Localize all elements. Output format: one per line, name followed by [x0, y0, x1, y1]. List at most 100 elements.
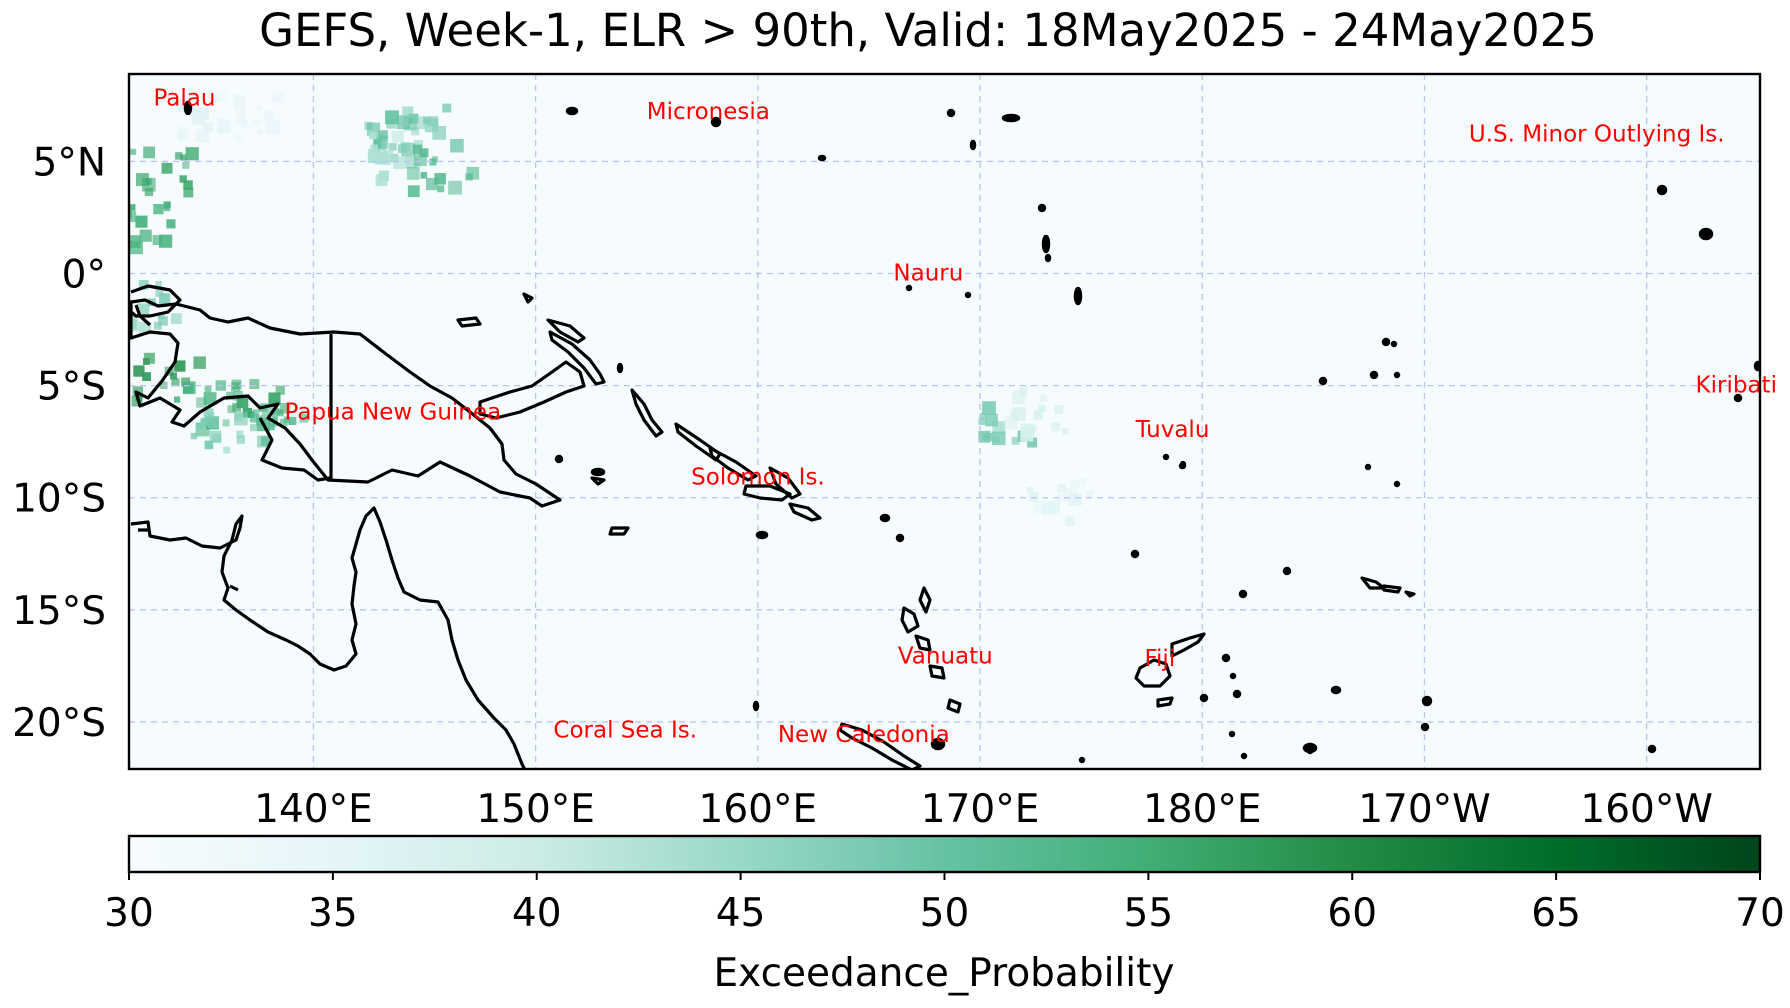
- country-label: Solomon Is.: [691, 464, 825, 490]
- tokelau-island-2: [1393, 480, 1401, 488]
- woodlark-island: [590, 467, 606, 477]
- kiribati-island-east: [1733, 393, 1743, 403]
- colorbar: 30 35 40 45 50 55 60 65 70 Exceedance_Probabilit…: [104, 834, 1785, 996]
- colorbar-tick-label: 45: [716, 891, 766, 936]
- rotuma-island: [1130, 549, 1140, 559]
- country-label: Nauru: [893, 260, 963, 286]
- longitude-tick-label: 150°E: [476, 787, 595, 832]
- probability-patch: [1004, 387, 1069, 442]
- new-guinea-coastline: [129, 298, 562, 508]
- torres-islands: [138, 528, 239, 592]
- colorbar-tick-label: 65: [1531, 891, 1581, 936]
- country-label: Vanuatu: [898, 644, 993, 670]
- fiji-viti-levu: [1134, 658, 1172, 688]
- country-label: Fiji: [1144, 646, 1175, 672]
- vanuatu-espiritu-santo: [900, 606, 920, 634]
- small-islands: [183, 100, 1760, 764]
- lau-island-3: [1232, 689, 1242, 699]
- probability-patch: [406, 144, 480, 198]
- pohnpei-island: [710, 116, 722, 128]
- country-labels: Palau Micronesia U.S. Minor Outlying Is. Na…: [153, 85, 1777, 748]
- kiribati-phoenix-2: [1318, 376, 1328, 386]
- latitude-tick-label: 5°N: [33, 140, 107, 185]
- new-britain-island: [478, 360, 586, 420]
- nw-islands-cluster: [522, 292, 586, 344]
- probability-patch: [129, 201, 176, 255]
- colorbar-tick-label: 70: [1735, 891, 1785, 936]
- solomon-makira: [788, 502, 822, 522]
- santa-cruz-island: [879, 513, 891, 523]
- halmahera-island: [134, 304, 152, 327]
- trobriand-island: [554, 454, 564, 464]
- tonga-island-1: [1330, 685, 1342, 695]
- tokelau-island-1: [1364, 463, 1372, 471]
- yap-island: [565, 106, 579, 116]
- country-label: U.S. Minor Outlying Is.: [1469, 121, 1725, 147]
- loyalty-island: [930, 737, 946, 751]
- manus-island: [456, 316, 482, 328]
- cook-island-1: [1647, 744, 1657, 754]
- longitude-tick-label: 140°E: [254, 787, 373, 832]
- fiji-kadavu: [1156, 696, 1174, 708]
- country-label: Micronesia: [647, 99, 770, 125]
- palau-island: [183, 100, 193, 116]
- new-britain-east: [616, 362, 624, 374]
- colorbar-tick-label: 40: [512, 891, 562, 936]
- marshall-island-3: [1037, 203, 1047, 213]
- colorbar-tick-label: 55: [1124, 891, 1174, 936]
- baker-island: [1698, 227, 1714, 241]
- lau-island-1: [1221, 653, 1231, 663]
- map-panel: Palau Micronesia U.S. Minor Outlying Is. Na…: [127, 72, 1777, 771]
- gridlines: [129, 74, 1760, 769]
- lau-island-5: [1228, 730, 1236, 738]
- probability-patch: [216, 90, 284, 141]
- vanuatu-tanna: [946, 698, 962, 714]
- kiribati-south-island: [1390, 340, 1398, 348]
- wallis-island: [1282, 566, 1292, 576]
- longitude-tick-label: 170°W: [1358, 787, 1491, 832]
- tongatapu-island: [1302, 742, 1318, 754]
- country-label: Papua New Guinea: [285, 399, 502, 425]
- figure-title: GEFS, Week-1, ELR > 90th, Valid: 18May20…: [259, 4, 1597, 57]
- kermadec-island: [1420, 722, 1430, 732]
- colorbar-tick-label: 60: [1327, 891, 1377, 936]
- longitude-tick-label: 160°E: [699, 787, 818, 832]
- louisiade-islands: [590, 476, 630, 536]
- tarawa-island: [1044, 253, 1052, 263]
- nauru-island: [905, 284, 913, 292]
- latitude-tick-label: 10°S: [12, 477, 106, 522]
- hunter-island: [1078, 756, 1086, 764]
- vanuatu-efate: [928, 664, 946, 680]
- gilbert-island-1: [1073, 286, 1083, 306]
- vanuatu-malekula: [914, 634, 932, 652]
- marshall-island-4: [1041, 234, 1051, 254]
- colorbar-tick-label: 35: [308, 891, 358, 936]
- chesterfield-island: [752, 700, 760, 712]
- colorbar-tick-label: 50: [920, 891, 970, 936]
- banaba-island: [964, 291, 972, 299]
- country-label: Coral Sea Is.: [553, 718, 697, 744]
- chuuk-island: [817, 154, 827, 162]
- longitude-tick-label: 180°E: [1143, 787, 1262, 832]
- fiji-vanua-levu: [1170, 632, 1206, 658]
- country-label: Kiribati: [1696, 372, 1777, 398]
- new-caledonia-island: [838, 722, 922, 769]
- longitude-tick-label: 170°E: [921, 787, 1040, 832]
- probability-patch: [190, 408, 248, 454]
- marshall-island-1: [1001, 113, 1021, 123]
- vanuatu-north: [918, 586, 932, 614]
- howland-island: [1656, 184, 1668, 196]
- probability-patch: [130, 146, 199, 198]
- kiribati-phoenix-4: [1393, 371, 1401, 379]
- colorbar-ticks: 30 35 40 45 50 55 60 65 70: [104, 872, 1785, 936]
- country-label: Tuvalu: [1135, 417, 1210, 443]
- kiribati-phoenix-1: [1381, 337, 1391, 347]
- kosrae-island: [946, 108, 956, 118]
- marshall-island-2: [969, 139, 977, 151]
- solomon-santa-isabel: [708, 446, 758, 482]
- colorbar-label: Exceedance_Probability: [714, 951, 1175, 996]
- kiribati-phoenix-3: [1369, 370, 1379, 380]
- minerva-island: [1240, 752, 1248, 760]
